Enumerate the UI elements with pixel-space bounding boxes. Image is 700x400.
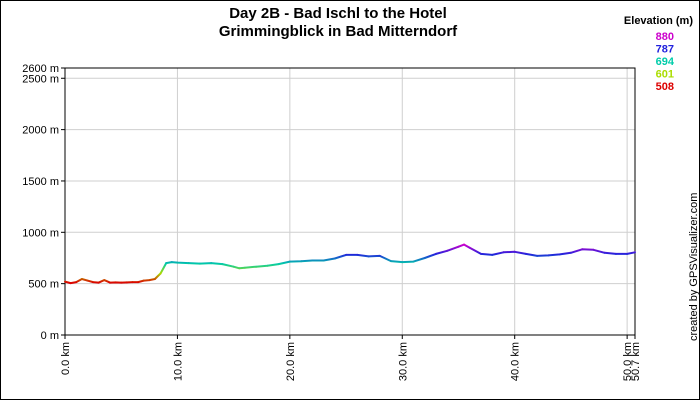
x-tick-label-5: 50.0 km <box>622 342 634 381</box>
elevation-point-0-31 <box>288 260 291 263</box>
legend-value-4: 508 <box>656 81 674 93</box>
elevation-point-0-38 <box>367 255 370 258</box>
x-tick-label-0: 0.0 km <box>60 342 72 375</box>
chart-title-line-1: Day 2B - Bad Ischl to the Hotel <box>229 5 447 22</box>
y-tick-label-2: 1000 m <box>22 227 59 239</box>
elevation-point-0-40 <box>390 260 392 263</box>
grid-layer <box>65 68 635 335</box>
elevation-point-0-19 <box>170 261 173 264</box>
chart-title-line-2: Grimmingblick in Bad Mitterndorf <box>219 23 458 40</box>
elevation-point-0-49 <box>480 252 482 255</box>
y-tick-label-6: 2600 m <box>22 63 59 75</box>
elevation-point-0-55 <box>547 254 550 257</box>
elevation-point-0-4 <box>86 279 89 282</box>
elevation-point-0-14 <box>142 279 145 282</box>
elevation-point-0-1 <box>69 282 72 285</box>
elevation-point-0-8 <box>109 281 111 284</box>
elevation-point-0-21 <box>187 262 190 265</box>
elevation-point-0-13 <box>137 281 140 284</box>
elevation-point-0-54 <box>536 254 539 257</box>
y-tick-label-0: 0 m <box>41 330 59 342</box>
elevation-line-0 <box>64 243 636 285</box>
plot-area-border <box>64 67 636 336</box>
elevation-point-0-62 <box>626 252 629 255</box>
elevation-point-0-24 <box>221 263 224 266</box>
elevation-point-0-34 <box>322 259 325 262</box>
elevation-point-0-63 <box>634 251 636 254</box>
elevation-point-0-42 <box>412 260 415 263</box>
elevation-point-0-50 <box>491 253 494 256</box>
elevation-point-0-32 <box>300 260 303 263</box>
x-tick-label-1: 10.0 km <box>172 342 184 381</box>
elevation-point-0-56 <box>558 253 561 256</box>
y-tick-label-5: 2500 m <box>22 73 59 85</box>
elevation-point-0-53 <box>524 252 527 255</box>
elevation-point-0-10 <box>120 281 123 284</box>
elevation-point-0-11 <box>125 281 128 284</box>
elevation-point-0-29 <box>266 264 269 267</box>
elevation-point-0-20 <box>176 261 179 264</box>
elevation-point-0-44 <box>435 252 437 255</box>
elevation-point-0-33 <box>311 259 314 262</box>
y-tick-label-1: 500 m <box>28 279 59 291</box>
x-tick-label-2: 20.0 km <box>285 342 297 381</box>
elevation-point-0-43 <box>423 257 426 259</box>
elevation-point-0-30 <box>277 263 280 266</box>
elevation-point-0-28 <box>255 265 258 268</box>
elevation-point-0-27 <box>243 266 246 269</box>
elevation-point-0-2 <box>75 281 78 284</box>
elevation-point-0-46 <box>457 245 460 248</box>
elevation-point-0-18 <box>165 262 168 265</box>
x-tick-label-3: 30.0 km <box>397 342 409 381</box>
elevation-point-0-23 <box>210 262 213 265</box>
elevation-point-0-45 <box>446 249 449 252</box>
elevation-point-0-35 <box>333 257 336 260</box>
elevation-point-0-39 <box>378 254 381 257</box>
elevation-point-0-58 <box>581 248 584 251</box>
elevation-point-0-12 <box>131 281 134 284</box>
elevation-point-0-15 <box>148 279 151 282</box>
legend-value-3: 601 <box>656 69 674 81</box>
legend-value-2: 694 <box>656 56 675 68</box>
elevation-point-0-5 <box>92 281 95 284</box>
y-tick-label-4: 2000 m <box>22 125 59 137</box>
elevation-point-0-26 <box>238 267 241 270</box>
elevation-point-0-51 <box>502 251 505 254</box>
elevation-point-0-22 <box>198 262 201 265</box>
elevation-point-0-37 <box>356 253 359 256</box>
elevation-point-0-17 <box>159 272 162 275</box>
elevation-point-0-41 <box>401 261 404 264</box>
x-tick-label-4: 40.0 km <box>510 342 522 381</box>
x-tick-label-6: 50.7 km <box>630 342 642 381</box>
elevation-point-0-25 <box>232 265 235 268</box>
y-tick-label-3: 1500 m <box>22 176 59 188</box>
elevation-point-0-9 <box>114 281 117 284</box>
series-layer <box>64 243 636 285</box>
elevation-point-0-36 <box>345 253 348 256</box>
elevation-point-0-7 <box>103 279 106 282</box>
elevation-point-0-47 <box>463 243 466 246</box>
x-axis-ticks: 0.0 km 10.0 km 20.0 km 30.0 km 40.0 km 50.0 k… <box>60 335 642 381</box>
elevation-point-0-52 <box>513 250 516 253</box>
elevation-point-0-48 <box>468 246 471 249</box>
elevation-point-0-6 <box>97 281 100 284</box>
elevation-point-0-57 <box>569 251 572 254</box>
legend-title: Elevation (m) <box>624 15 693 27</box>
elevation-point-0-61 <box>614 252 617 255</box>
elevation-point-0-60 <box>603 251 606 254</box>
credit-text: created by GPSVisualizer.com <box>688 193 700 341</box>
legend-value-1: 787 <box>656 44 674 56</box>
elevation-point-0-16 <box>153 278 156 280</box>
elevation-point-0-59 <box>592 248 595 251</box>
legend-value-0: 880 <box>656 31 674 43</box>
elevation-point-0-0 <box>64 280 66 283</box>
elevation-point-0-3 <box>80 278 83 280</box>
